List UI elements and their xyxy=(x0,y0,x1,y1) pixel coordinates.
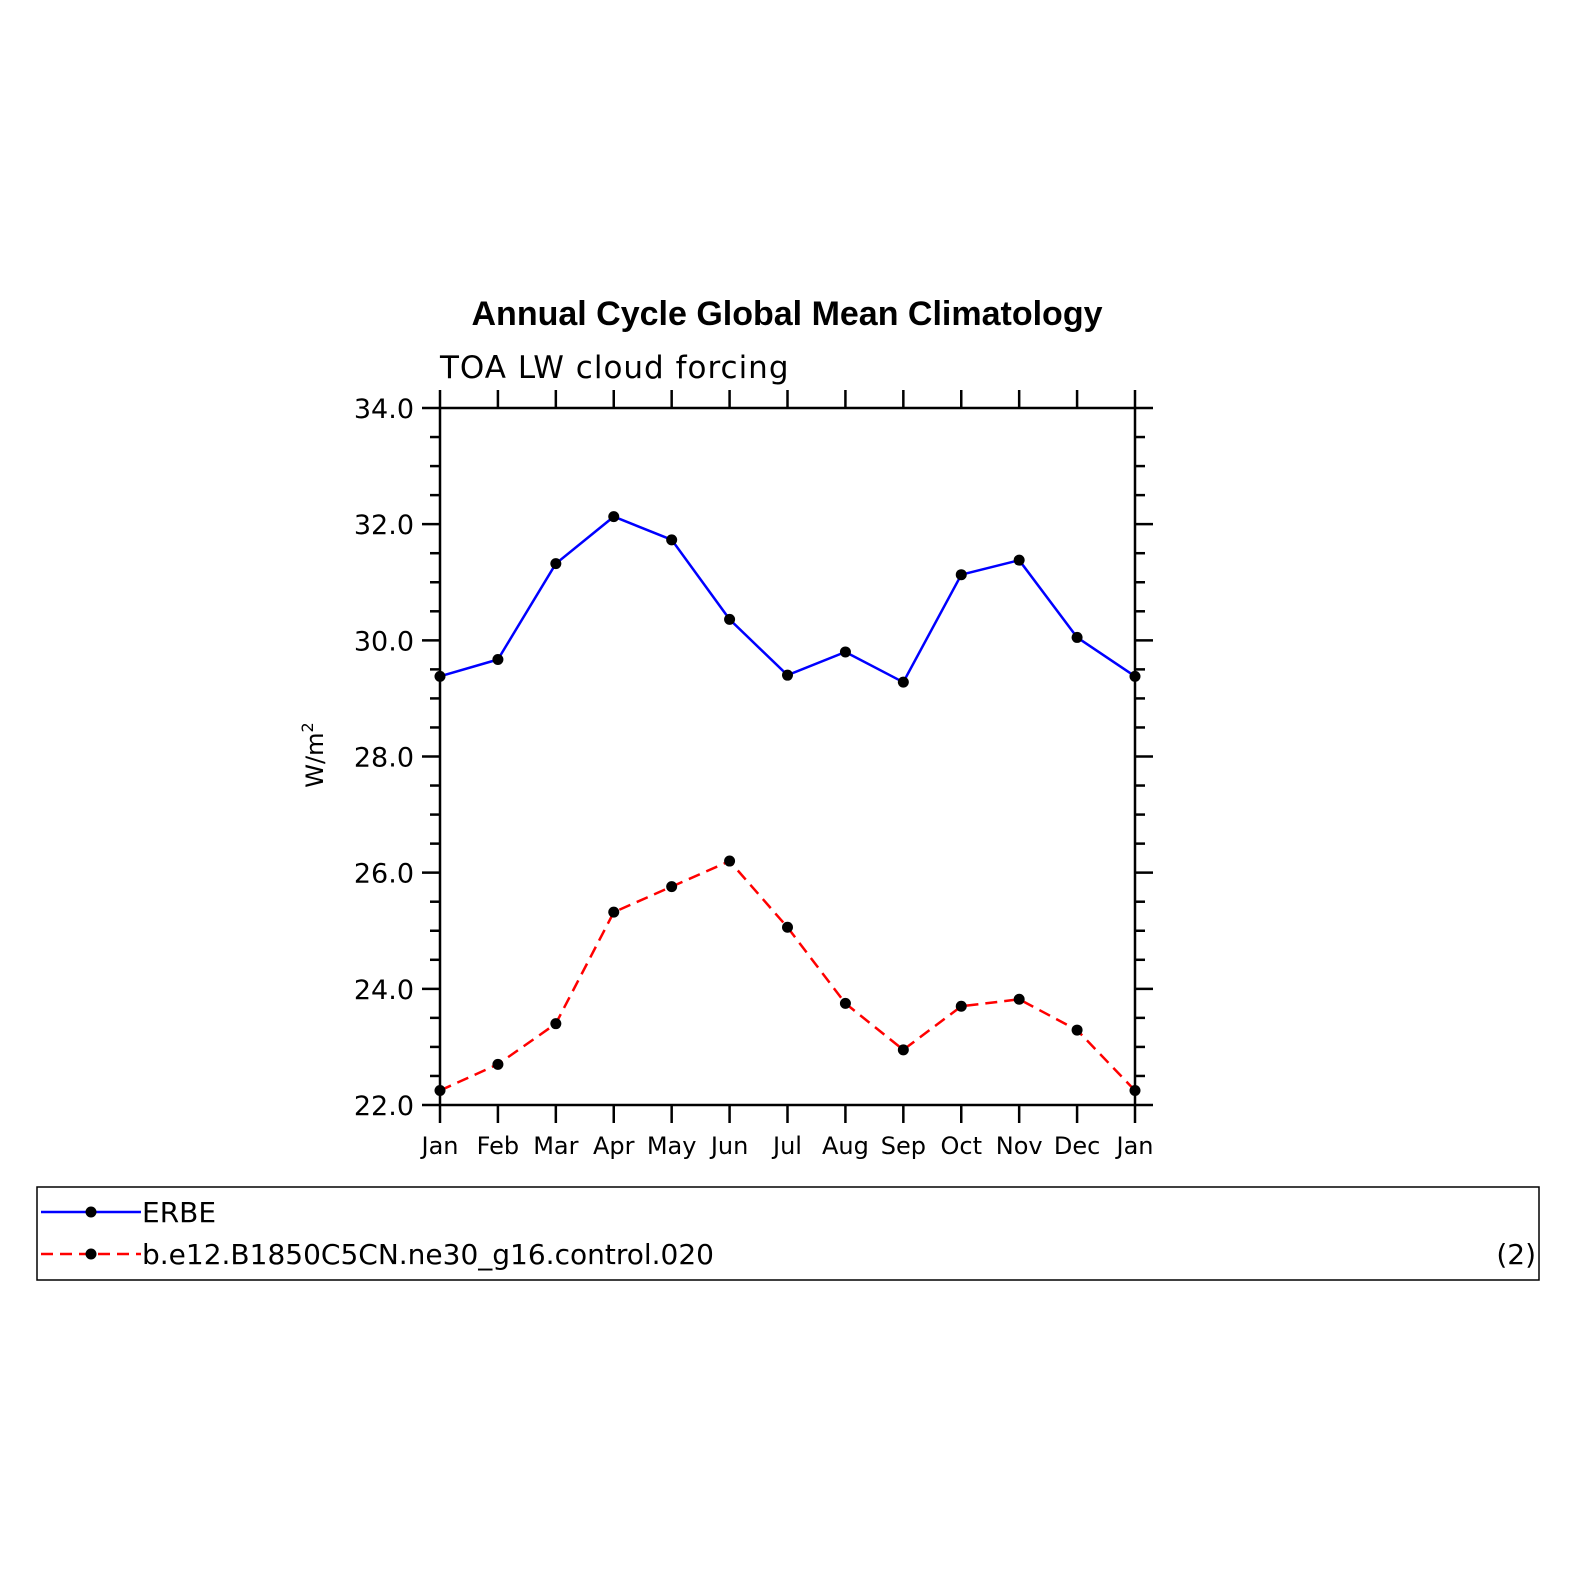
data-point-series-1 xyxy=(608,906,620,918)
legend-erbe-label: ERBE xyxy=(142,1196,216,1229)
y-tick-label: 32.0 xyxy=(354,510,414,541)
x-tick-label: May xyxy=(647,1132,697,1160)
axis-ticks xyxy=(422,390,1153,1123)
data-point-series-0 xyxy=(897,676,909,688)
data-point-series-0 xyxy=(1013,554,1025,566)
x-tick-label: Jan xyxy=(420,1132,459,1160)
series-lines xyxy=(439,515,1136,1092)
series-points xyxy=(434,511,1141,1096)
data-point-series-1 xyxy=(1129,1084,1141,1096)
x-tick-label: Dec xyxy=(1054,1132,1100,1160)
data-point-series-1 xyxy=(492,1058,504,1070)
data-point-series-1 xyxy=(1013,993,1025,1005)
data-point-series-0 xyxy=(608,511,620,523)
data-point-series-1 xyxy=(666,881,678,893)
data-point-series-1 xyxy=(955,1000,967,1012)
svg-text:W/m2: W/m2 xyxy=(298,722,329,787)
data-point-series-0 xyxy=(550,558,562,570)
series-line-1 xyxy=(439,859,1136,1092)
data-point-series-1 xyxy=(839,997,851,1009)
x-tick-label: Jul xyxy=(771,1132,802,1160)
x-tick-label: Jan xyxy=(1115,1132,1154,1160)
data-point-series-0 xyxy=(724,613,736,625)
legend-model-marker xyxy=(85,1248,97,1260)
legend-note: (2) xyxy=(1496,1238,1536,1271)
chart-title: Annual Cycle Global Mean Climatology xyxy=(472,295,1103,333)
data-point-series-1 xyxy=(724,855,736,867)
x-tick-label: Sep xyxy=(881,1132,926,1160)
x-tick-label: Mar xyxy=(533,1132,578,1160)
y-tick-label: 26.0 xyxy=(354,859,414,890)
data-point-series-0 xyxy=(782,669,793,681)
y-tick-label: 22.0 xyxy=(354,1091,414,1122)
data-point-series-1 xyxy=(782,921,793,933)
data-point-series-0 xyxy=(1071,631,1083,643)
y-axis-label-superscript: 2 xyxy=(298,722,317,732)
x-tick-label: Apr xyxy=(593,1132,635,1160)
x-tick-labels: Jan Feb Mar Apr May Jun Jul Aug Sep Oct Nov Dec Jan xyxy=(420,1132,1154,1160)
data-point-series-0 xyxy=(839,646,851,658)
y-tick-labels: 22.0 24.0 26.0 28.0 30.0 32.0 34.0 xyxy=(354,394,414,1122)
y-tick-label: 24.0 xyxy=(354,975,414,1006)
x-tick-label: Nov xyxy=(996,1132,1043,1160)
x-tick-label: Oct xyxy=(941,1132,983,1160)
data-point-series-1 xyxy=(897,1044,909,1056)
y-tick-label: 30.0 xyxy=(354,626,414,657)
x-tick-label: Jun xyxy=(709,1132,749,1160)
legend-box xyxy=(36,1186,1540,1281)
y-axis-label-text: W/m xyxy=(301,732,329,787)
legend: ERBE b.e12.B1850C5CN.ne30_g16.control.02… xyxy=(36,1186,1540,1281)
data-point-series-1 xyxy=(550,1018,562,1030)
x-tick-label: Feb xyxy=(477,1132,520,1160)
data-point-series-0 xyxy=(666,534,678,546)
y-axis-label: W/m2 xyxy=(298,722,329,787)
data-point-series-0 xyxy=(434,670,446,682)
data-point-series-0 xyxy=(492,654,504,666)
plot-frame xyxy=(438,406,1137,1107)
data-point-series-1 xyxy=(1071,1024,1083,1036)
legend-erbe-marker xyxy=(85,1206,97,1218)
legend-model-label: b.e12.B1850C5CN.ne30_g16.control.020 xyxy=(142,1238,714,1271)
chart-subtitle: TOA LW cloud forcing xyxy=(439,350,790,386)
y-tick-label: 34.0 xyxy=(354,394,414,425)
data-point-series-0 xyxy=(955,569,967,581)
data-point-series-1 xyxy=(434,1084,446,1096)
series-line-0 xyxy=(439,515,1136,684)
y-tick-label: 28.0 xyxy=(354,743,414,774)
x-tick-label: Aug xyxy=(822,1132,869,1160)
data-point-series-0 xyxy=(1129,670,1141,682)
